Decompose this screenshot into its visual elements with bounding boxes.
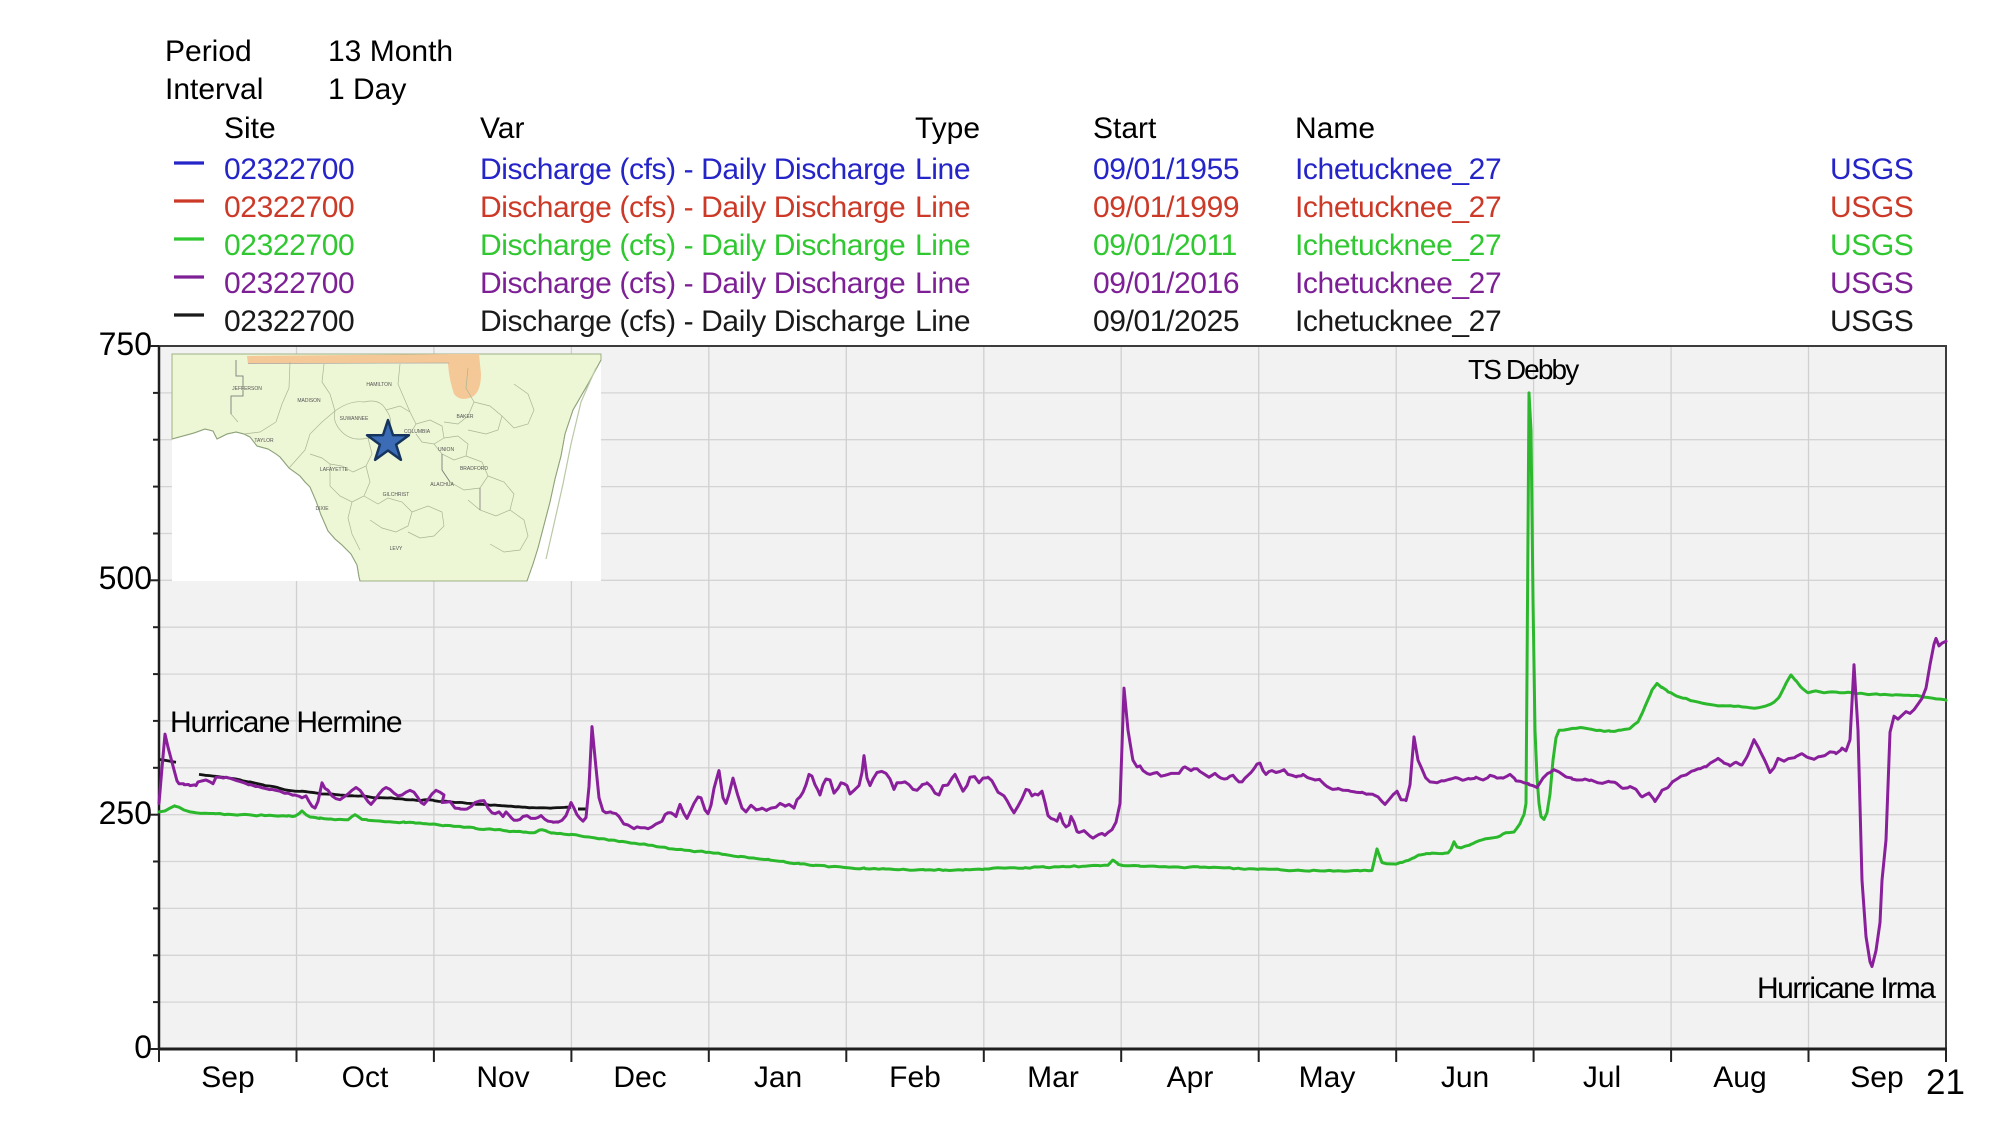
svg-text:MADISON: MADISON (297, 398, 321, 404)
svg-text:BRADFORD: BRADFORD (460, 466, 488, 472)
svg-text:SUWANNEE: SUWANNEE (340, 416, 369, 422)
svg-text:TAYLOR: TAYLOR (254, 438, 274, 444)
svg-text:UNION: UNION (438, 447, 455, 453)
svg-text:ALACHUA: ALACHUA (430, 482, 454, 488)
svg-text:GILCHRIST: GILCHRIST (383, 492, 410, 498)
svg-text:JEFFERSON: JEFFERSON (232, 386, 262, 392)
svg-text:BAKER: BAKER (457, 414, 474, 420)
svg-text:LAFAYETTE: LAFAYETTE (320, 467, 349, 473)
svg-text:LEVY: LEVY (390, 546, 403, 552)
svg-text:COLUMBIA: COLUMBIA (404, 429, 431, 435)
svg-text:HAMILTON: HAMILTON (366, 382, 392, 388)
svg-text:DIXIE: DIXIE (315, 506, 329, 512)
